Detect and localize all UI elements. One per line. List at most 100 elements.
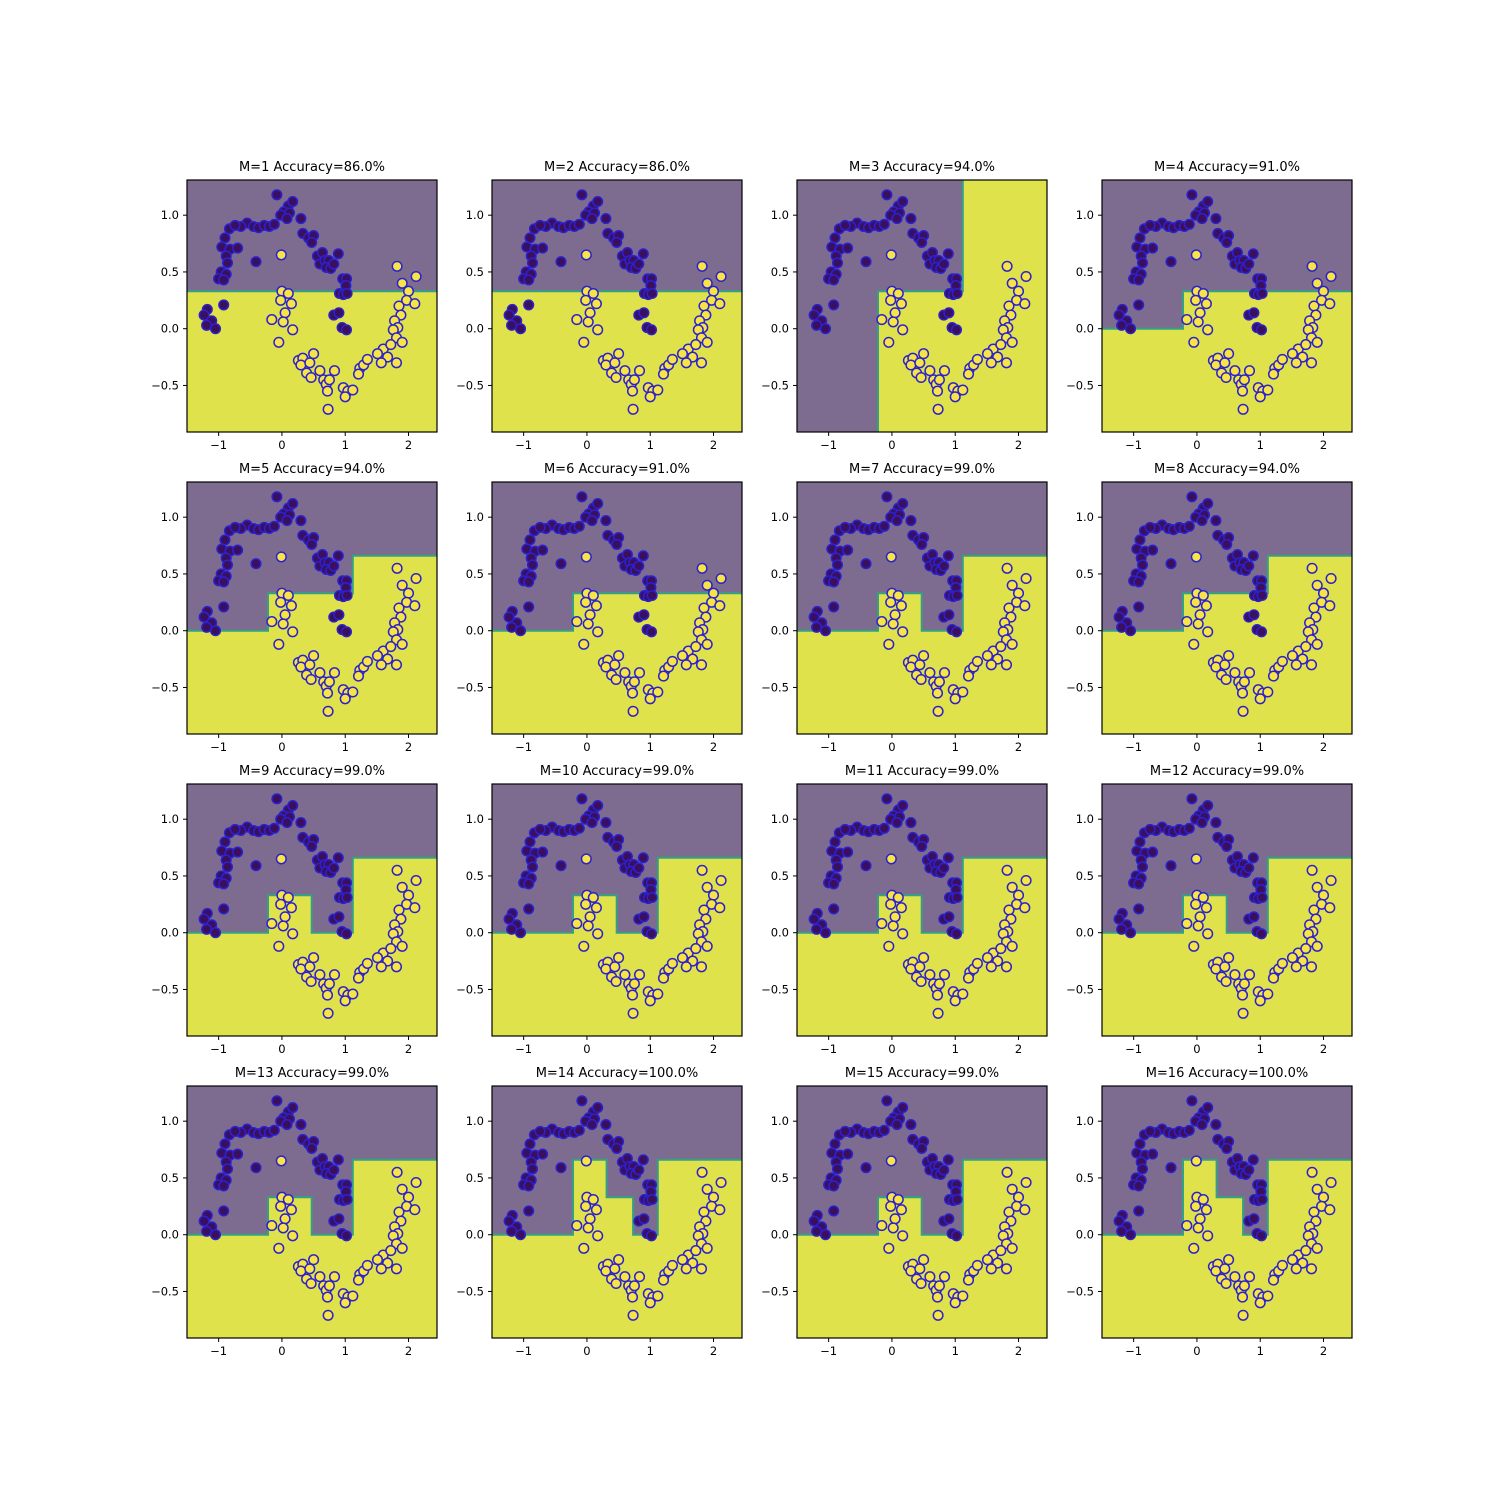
data-point-class1	[690, 1245, 702, 1257]
data-point-class1	[1192, 1222, 1204, 1234]
y-tick-label: 0.5	[161, 1171, 179, 1185]
scatter-class1_yellow	[266, 551, 422, 717]
data-point-class0	[828, 299, 840, 311]
scatter-class0_dark	[808, 1095, 963, 1242]
data-point-class0	[218, 903, 230, 915]
data-point-class0	[503, 1215, 515, 1227]
data-point-class1	[971, 1259, 983, 1271]
data-point-class1	[1290, 357, 1302, 369]
data-point-class0	[881, 793, 893, 805]
data-point-class1	[924, 667, 936, 679]
data-point-class1	[1020, 874, 1032, 887]
x-tick-label: −1	[1125, 438, 1142, 452]
data-point-class1	[644, 391, 656, 403]
y-tick-label: −0.5	[1066, 982, 1094, 996]
x-tick-label: 0	[583, 1344, 590, 1358]
data-point-class1	[1006, 1242, 1018, 1254]
data-point-class0	[503, 611, 515, 623]
data-point-class1	[580, 1200, 592, 1212]
data-point-class0	[938, 560, 950, 572]
data-point-class1	[1219, 961, 1231, 973]
x-tick-label: 2	[1015, 740, 1022, 754]
data-point-class1	[1290, 659, 1302, 671]
data-point-class1	[613, 1254, 625, 1266]
subplot-title: M=5 Accuracy=94.0%	[239, 462, 385, 477]
data-point-class0	[281, 213, 293, 225]
data-point-class0	[592, 498, 604, 510]
data-point-class0	[1186, 491, 1198, 503]
y-tick-label: 1.0	[1076, 208, 1094, 222]
data-point-class0	[534, 823, 546, 835]
data-point-class0	[281, 1119, 293, 1131]
data-point-class1	[287, 626, 299, 638]
data-point-class0	[221, 257, 234, 269]
data-point-class1	[1192, 618, 1204, 630]
subplot-m12: −1 0 1 2 −0.5 0.0 0.5 1.0 M=12 Accuracy=99.0%	[1066, 764, 1353, 1056]
data-point-class1	[885, 294, 897, 306]
data-point-class0	[1113, 913, 1125, 925]
subplot-m14: −1 0 1 2 −0.5 0.0 0.5 1.0 M=14 Accuracy=100.0%	[456, 1066, 743, 1358]
data-point-class1	[580, 294, 592, 306]
data-point-class0	[526, 559, 539, 571]
data-point-class1	[885, 853, 897, 865]
data-point-class1	[1181, 314, 1193, 326]
y-tick-label: 0.0	[161, 1228, 179, 1242]
data-point-class0	[1243, 560, 1255, 572]
data-point-class1	[1003, 602, 1015, 614]
data-point-class1	[1194, 911, 1206, 923]
data-point-class1	[587, 589, 599, 602]
data-point-class1	[1181, 1220, 1193, 1232]
x-tick-label: 2	[710, 1042, 717, 1056]
data-point-class1	[1325, 874, 1337, 887]
scatter-class1_yellow	[876, 249, 1032, 415]
data-point-class1	[1229, 1271, 1241, 1283]
data-point-class0	[1196, 1119, 1208, 1131]
data-point-class1	[701, 336, 713, 348]
data-point-class1	[1324, 600, 1336, 612]
data-point-class1	[592, 1230, 604, 1242]
data-point-class1	[619, 1271, 631, 1283]
y-tick-label: 0.5	[466, 1171, 484, 1185]
data-point-class1	[883, 638, 895, 650]
data-point-class1	[676, 650, 689, 662]
data-point-class1	[1300, 339, 1312, 351]
data-point-class1	[1305, 659, 1318, 671]
y-tick-label: −0.5	[151, 378, 179, 392]
data-point-class1	[1262, 1290, 1274, 1302]
scatter-class0_dark	[1113, 491, 1268, 638]
data-point-class1	[938, 667, 951, 679]
data-point-class0	[633, 1164, 645, 1176]
data-point-class1	[580, 596, 592, 608]
data-point-class1	[321, 989, 334, 1001]
data-point-class1	[1236, 687, 1249, 699]
data-point-class1	[1325, 1176, 1337, 1189]
data-point-class1	[1286, 952, 1299, 964]
data-point-class1	[1197, 589, 1209, 602]
scatter-class0_dark	[198, 793, 353, 940]
region-class0	[797, 784, 1047, 933]
data-point-class1	[1001, 260, 1013, 272]
data-point-class0	[611, 538, 623, 550]
data-point-class1	[396, 277, 408, 289]
data-point-class1	[1197, 1193, 1209, 1206]
y-tick-label: 0.0	[161, 926, 179, 940]
data-point-class1	[1219, 1263, 1231, 1275]
data-point-class1	[981, 650, 994, 662]
data-point-class1	[883, 336, 895, 348]
y-tick-label: 1.0	[161, 1114, 179, 1128]
data-point-class1	[657, 670, 670, 682]
data-point-class1	[885, 898, 897, 910]
data-point-class1	[985, 1263, 997, 1275]
y-tick-label: 0.5	[771, 265, 789, 279]
data-point-class0	[1255, 1230, 1268, 1242]
x-tick-label: 2	[405, 1344, 412, 1358]
data-point-class1	[897, 626, 909, 638]
data-point-class1	[1311, 1242, 1323, 1254]
data-point-class0	[1247, 550, 1259, 562]
x-tick-label: −1	[820, 438, 837, 452]
data-point-class0	[523, 1205, 535, 1217]
data-point-class1	[393, 300, 405, 312]
data-point-class1	[347, 384, 359, 396]
data-point-class1	[895, 902, 907, 914]
data-point-class1	[266, 616, 278, 628]
